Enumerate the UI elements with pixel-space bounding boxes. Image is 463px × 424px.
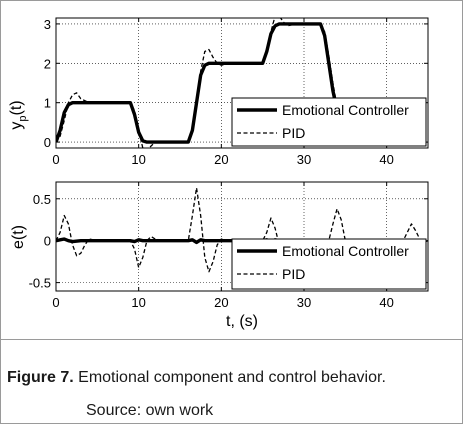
figure-source: Source: own work (86, 402, 214, 419)
y-tick-label: 0 (44, 234, 51, 249)
plot-bottom-ticks: 0 10 20 30 40-0.500.5 (29, 182, 428, 310)
legend-label: Emotional Controller (282, 243, 409, 259)
legend-box (231, 238, 427, 290)
y-tick-label: 3 (44, 17, 51, 32)
y-tick-label: -0.5 (29, 276, 51, 291)
y-tick-label: 0.5 (33, 192, 51, 207)
y-tick-label: 0 (44, 135, 51, 150)
x-tick-label: 0 (52, 152, 59, 167)
x-tick-label: 40 (379, 152, 393, 167)
plot-bottom: 0 10 20 30 40-0.500.5 e(t) t, (s) Emotional … (10, 181, 429, 330)
plot-bottom-ylabel: e(t) (10, 225, 27, 249)
legend-label: Emotional Controller (282, 102, 409, 118)
x-tick-label: 40 (379, 295, 393, 310)
y-tick-label: 1 (44, 96, 51, 111)
x-tick-label: 20 (214, 152, 228, 167)
plot-top-legend: Emotional Controller PID (231, 97, 427, 147)
series-line-emotional-controller (56, 22, 347, 144)
figure-caption-label: Figure 7. (7, 369, 74, 386)
legend-box (231, 97, 427, 147)
legend-label: PID (282, 125, 305, 141)
series-line-pid (56, 18, 346, 148)
plot-top-ylabel: yp(t) (8, 100, 29, 129)
figure-caption: Figure 7. Emotional component and contro… (7, 369, 386, 387)
plot-top: 0 10 20 30 40 0 1 2 3 yp(t) Emotional Controller… (8, 17, 429, 167)
plot-bottom-legend: Emotional Controller PID (231, 238, 427, 290)
figure-area: 0 10 20 30 40 0 1 2 3 yp(t) Emotional Controller… (1, 1, 462, 340)
x-tick-label: 10 (131, 152, 145, 167)
plot-top-ticks: 0 10 20 30 40 0 1 2 3 (44, 17, 428, 167)
x-tick-label: 20 (214, 295, 228, 310)
x-tick-label: 30 (297, 295, 311, 310)
x-tick-label: 30 (297, 152, 311, 167)
plot-top-lines (56, 18, 347, 148)
legend-label: PID (282, 266, 305, 282)
y-tick-label: 2 (44, 56, 51, 71)
x-tick-label: 0 (52, 295, 59, 310)
figure-svg: 0 10 20 30 40 0 1 2 3 yp(t) Emotional Controller… (8, 17, 429, 330)
plot-bottom-xlabel: t, (s) (226, 313, 258, 330)
x-tick-label: 10 (131, 295, 145, 310)
figure-caption-text: Emotional component and control behavior… (78, 369, 386, 386)
